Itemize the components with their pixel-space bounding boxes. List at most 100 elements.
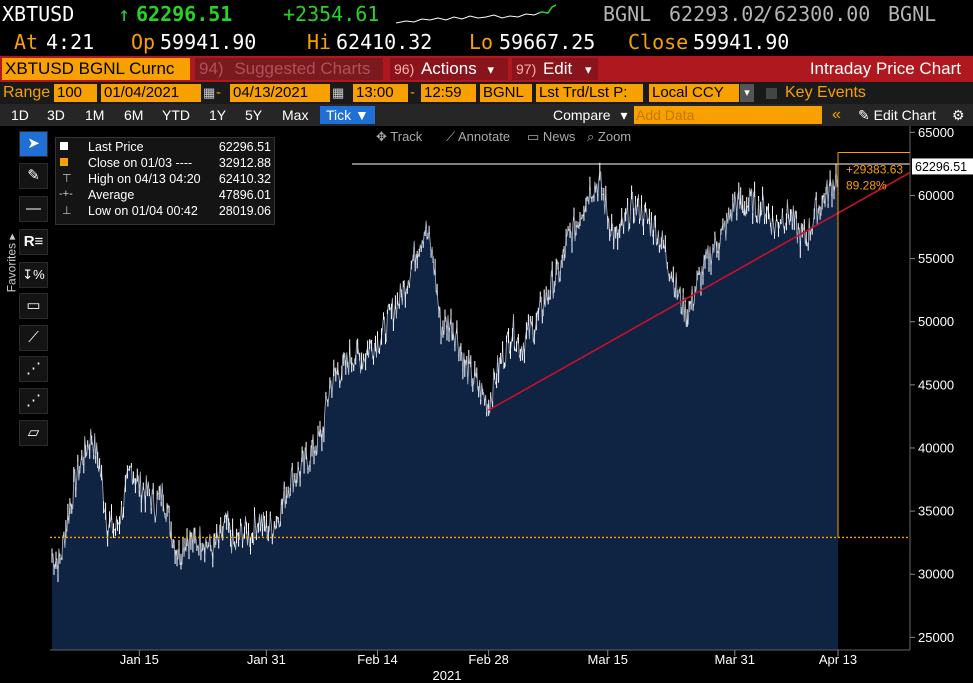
- x-tick-label: Mar 15: [588, 652, 628, 667]
- price-field-select[interactable]: Lst Trd/Lst P:: [536, 84, 643, 102]
- last-price-tag-bg: [912, 158, 973, 175]
- compare-button[interactable]: Compare ▾: [553, 106, 628, 124]
- legend-name: Close on 01/03 ----: [88, 156, 193, 170]
- rectangle-icon[interactable]: ▭: [19, 293, 48, 319]
- close-label: Close: [628, 30, 689, 54]
- edit-chart-button[interactable]: ✎ Edit Chart: [858, 106, 936, 124]
- track-label: Track: [390, 129, 423, 144]
- fibonacci-icon[interactable]: ▱: [19, 420, 48, 446]
- y-tick-label: 60000: [918, 188, 954, 203]
- chevron-down-icon: ▾: [585, 62, 592, 77]
- range-label: Range: [3, 84, 51, 101]
- x-tick-label: Apr 13: [819, 652, 857, 667]
- ask-source: BGNL: [888, 2, 937, 26]
- favorites-tab[interactable]: Favorites ▸: [4, 233, 19, 293]
- collapse-chevron-icon[interactable]: «: [832, 106, 841, 123]
- last-price: 62296.51: [136, 2, 233, 26]
- cursor-arrow-icon[interactable]: ➤: [19, 131, 48, 157]
- legend-item: -+- Average 47896.01: [56, 188, 274, 204]
- calendar-icon[interactable]: ▦: [203, 85, 216, 100]
- legend-value: 62296.51: [218, 140, 271, 154]
- price-line: [51, 170, 839, 574]
- news-label: News: [542, 129, 576, 144]
- bid-ask-separator: /: [761, 2, 774, 26]
- x-tick-label: Jan 15: [120, 652, 159, 667]
- legend-item: ⊤ High on 04/13 04:20 62410.32: [56, 172, 274, 188]
- legend-name: Average: [88, 188, 135, 202]
- chart-legend[interactable]: Last Price 62296.51 Close on 01/03 ---- …: [55, 137, 275, 225]
- zoom-tool[interactable]: ⌕ Zoom: [587, 129, 631, 145]
- net-change: +2354.61: [283, 2, 380, 26]
- legend-value: 62410.32: [218, 172, 271, 186]
- period-tick-label: Tick: [326, 107, 352, 123]
- percent-arrow-icon[interactable]: ↧%: [19, 262, 48, 288]
- period-tick[interactable]: Tick ▼: [320, 106, 375, 124]
- period-1y[interactable]: 1Y: [209, 107, 227, 123]
- period-5y[interactable]: 5Y: [245, 107, 263, 123]
- page-title: Intraday Price Chart: [809, 59, 961, 78]
- legend-name: Low on 01/04 00:42: [88, 204, 198, 218]
- period-6m[interactable]: 6M: [124, 107, 144, 123]
- annotate-tool[interactable]: ⟋ Annotate: [446, 129, 510, 145]
- legend-name: Last Price: [88, 140, 144, 154]
- y-tick-label: 50000: [918, 314, 954, 329]
- trend-line: [488, 171, 911, 411]
- last-price-tag: 62296.51: [915, 160, 967, 174]
- time-dash: -: [410, 84, 415, 101]
- period-1m[interactable]: 1M: [85, 107, 105, 123]
- text-icon[interactable]: R≡: [19, 229, 48, 255]
- news-tool[interactable]: ▭ News: [527, 129, 575, 145]
- at-time: 4:21: [46, 30, 95, 54]
- x-tick-label: Mar 31: [715, 652, 755, 667]
- average-marker-icon: -+-: [59, 188, 73, 200]
- bid-price: 62293.02: [669, 2, 766, 26]
- edit-menu-button[interactable]: 97) Edit ▾: [512, 58, 598, 80]
- y-tick-label: 35000: [918, 504, 954, 519]
- pen-icon[interactable]: ✎: [19, 163, 48, 189]
- period-ytd[interactable]: YTD: [162, 107, 190, 123]
- legend-value: 28019.06: [218, 204, 271, 218]
- period-3d[interactable]: 3D: [47, 107, 65, 123]
- range-bar: Range 100 01/04/2021 ▦ - 04/13/2021 ▦ 13…: [0, 82, 973, 104]
- up-arrow-icon: ↑: [118, 2, 131, 26]
- ask-price: 62300.00: [774, 2, 871, 26]
- ticker-label[interactable]: XBTUSD: [2, 2, 75, 26]
- track-tool[interactable]: ✥ Track: [376, 129, 422, 145]
- period-max[interactable]: Max: [282, 107, 309, 123]
- start-date-field[interactable]: 01/04/2021: [101, 84, 201, 102]
- price-chart[interactable]: 25000 30000 35000 40000 45000 50000 55000 60000…: [0, 126, 973, 683]
- x-tick-label: Feb 28: [468, 652, 508, 667]
- end-time-field[interactable]: 12:59: [421, 84, 476, 102]
- channel-line-icon[interactable]: ⋰: [19, 356, 48, 382]
- legend-item: ⊥ Low on 01/04 00:42 28019.06: [56, 204, 274, 220]
- bars-field[interactable]: 100: [54, 84, 97, 102]
- period-1d[interactable]: 1D: [11, 107, 29, 123]
- at-label: At: [14, 30, 39, 54]
- chevron-down-icon[interactable]: ▾: [740, 84, 754, 102]
- calendar-icon[interactable]: ▦: [332, 85, 345, 100]
- y-tick-label: 30000: [918, 567, 954, 582]
- pricing-source-field[interactable]: BGNL: [480, 84, 532, 102]
- zoom-label: Zoom: [597, 129, 632, 144]
- suggested-charts-button[interactable]: 94) Suggested Charts: [195, 58, 383, 80]
- edit-chart-label: Edit Chart: [873, 107, 936, 123]
- close-value: 59941.90: [693, 30, 790, 54]
- end-date-field[interactable]: 04/13/2021: [230, 84, 330, 102]
- gear-icon[interactable]: ⚙: [952, 107, 965, 123]
- suggested-charts-label: Suggested Charts: [234, 59, 371, 78]
- horizontal-line-icon[interactable]: —: [19, 196, 48, 222]
- add-data-input[interactable]: Add Data: [634, 106, 822, 124]
- ray-line-icon[interactable]: ⋰: [19, 388, 48, 414]
- start-time-field[interactable]: 13:00: [353, 84, 408, 102]
- quote-row-1: XBTUSD ↑ 62296.51 +2354.61 BGNL 62293.02…: [0, 0, 973, 28]
- trend-line-icon[interactable]: ⟋: [19, 325, 48, 351]
- key-events-checkbox[interactable]: [766, 88, 777, 99]
- y-tick-label: 25000: [918, 630, 954, 645]
- sparkline: [396, 4, 556, 24]
- actions-menu-button[interactable]: 96) Actions ▾: [390, 58, 508, 80]
- annotate-label: Annotate: [458, 129, 511, 144]
- currency-select[interactable]: Local CCY: [649, 84, 739, 102]
- high-value: 62410.32: [336, 30, 433, 54]
- y-tick-label: 65000: [918, 126, 954, 140]
- security-field[interactable]: XBTUSD BGNL Curnc: [2, 58, 190, 80]
